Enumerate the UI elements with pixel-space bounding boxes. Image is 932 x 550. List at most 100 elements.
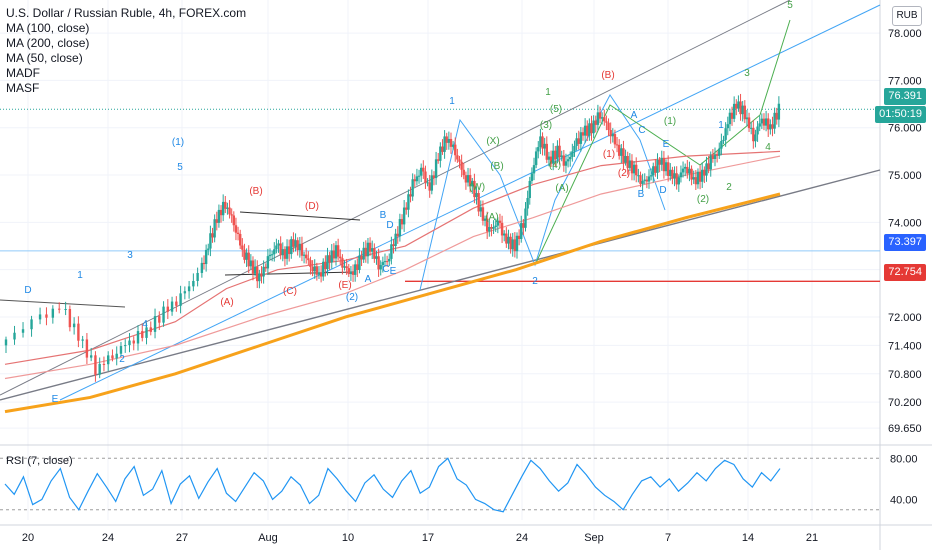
- candle-body: [392, 244, 395, 246]
- candle-body: [724, 128, 727, 140]
- candle-body: [481, 207, 485, 221]
- wave-label-green: (X): [486, 136, 499, 147]
- candle-body: [496, 220, 500, 226]
- trendline-upper: [0, 0, 791, 396]
- candle-body: [58, 308, 61, 310]
- candle-body: [360, 255, 363, 260]
- candle-body: [38, 314, 42, 320]
- candle-body: [626, 156, 629, 168]
- wave-label-green: (W): [469, 182, 485, 193]
- candle-body: [522, 223, 525, 228]
- candle-body: [749, 127, 753, 129]
- wave-label-green: (A): [485, 212, 498, 223]
- price-tick-label: 74.000: [888, 217, 922, 229]
- candle-body: [407, 194, 410, 210]
- candle-body: [443, 136, 446, 152]
- candle-body: [658, 159, 661, 165]
- price-tick-label: 75.000: [888, 170, 922, 182]
- candle-body: [228, 207, 231, 215]
- candle-body: [722, 139, 725, 141]
- time-tick-label: 7: [665, 532, 671, 544]
- wave-label-blue: A: [365, 274, 372, 285]
- candle-body: [503, 233, 506, 236]
- candle-body: [170, 301, 174, 312]
- indicator-ma100[interactable]: MA (100, close): [6, 21, 90, 35]
- candle-body: [735, 103, 738, 109]
- candle-body: [285, 246, 289, 259]
- candle-body: [709, 155, 712, 170]
- wave-label-red: (B): [249, 186, 262, 197]
- legend: U.S. Dollar / Russian Ruble, 4h, FOREX.c…: [6, 6, 246, 96]
- candle-body: [45, 314, 48, 318]
- wave-label-red: (D): [305, 201, 319, 212]
- candle-body: [434, 159, 438, 179]
- candle-body: [417, 175, 421, 177]
- wave-label-green: (5): [550, 104, 562, 115]
- indicator-ma200[interactable]: MA (200, close): [6, 36, 90, 50]
- trendlines: [0, 0, 881, 401]
- candle-body: [554, 150, 557, 160]
- candle-body: [339, 256, 342, 259]
- candle-body: [362, 247, 365, 260]
- time-tick-label: 17: [422, 532, 434, 544]
- candle-body: [494, 225, 497, 227]
- candle-body: [221, 201, 225, 216]
- indicator-ma50[interactable]: MA (50, close): [6, 51, 83, 65]
- candle-body: [94, 355, 97, 375]
- candle-body: [720, 140, 723, 149]
- candle-body: [603, 117, 606, 122]
- candle-body: [364, 247, 368, 257]
- candle-body: [307, 258, 310, 261]
- wave-label-red: (C): [283, 286, 297, 297]
- candle-body: [641, 180, 644, 184]
- candle-body: [639, 175, 642, 184]
- wave-label-blue: C: [382, 264, 389, 275]
- candle-body: [266, 256, 270, 269]
- candle-body: [517, 235, 521, 239]
- candle-body: [119, 346, 123, 354]
- candle-body: [300, 243, 304, 256]
- candle-body: [437, 159, 440, 161]
- candle-body: [51, 308, 55, 318]
- candle-body: [664, 162, 668, 172]
- candle-body: [415, 176, 419, 182]
- rsi-tick-label: 40.00: [890, 494, 918, 506]
- candle-body: [153, 316, 157, 332]
- time-tick-label: 20: [22, 532, 34, 544]
- indicator-masf[interactable]: MASF: [6, 81, 40, 95]
- candle-body: [283, 249, 287, 259]
- rsi-label[interactable]: RSI (7, close): [6, 455, 73, 467]
- rsi-line: [4, 457, 781, 513]
- candle-body: [64, 308, 67, 310]
- candle-body: [305, 254, 308, 259]
- ma200-line: [4, 192, 781, 414]
- currency-badge[interactable]: RUB: [892, 6, 922, 26]
- candle-body: [696, 171, 700, 185]
- candle-body: [439, 146, 442, 161]
- candle-body: [179, 293, 182, 306]
- candle-body: [411, 179, 414, 197]
- level-tag-red: 72.754: [884, 264, 926, 281]
- candle-body: [390, 244, 393, 259]
- candle-body: [698, 171, 702, 182]
- candle-body: [4, 339, 8, 346]
- candle-body: [754, 134, 757, 142]
- candle-body: [409, 194, 412, 197]
- candle-body: [592, 120, 595, 134]
- candle-body: [236, 232, 240, 234]
- candle-body: [694, 177, 698, 185]
- wave-path-green: [534, 19, 791, 266]
- indicator-madf[interactable]: MADF: [6, 66, 40, 80]
- candle-body: [462, 169, 465, 176]
- wave-labels: DE12345(1)(2)ABCDE12ABCDE1(A)(B)(C)(D)(E…: [24, 0, 793, 405]
- candle-body: [375, 256, 378, 259]
- candle-body: [136, 331, 140, 344]
- candle-body: [30, 319, 33, 330]
- candle-body: [334, 245, 338, 259]
- candle-body: [273, 249, 276, 255]
- candle-body: [492, 226, 495, 229]
- wave-label-blue: 1: [718, 120, 724, 131]
- candle-body: [219, 209, 223, 216]
- wave-label-blue: C: [638, 125, 645, 136]
- candle-body: [762, 118, 766, 126]
